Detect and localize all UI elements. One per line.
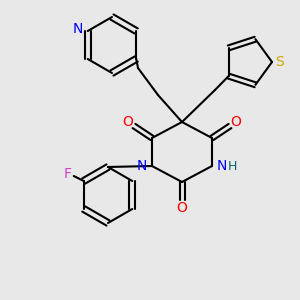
Text: F: F [64,167,72,181]
Text: S: S [274,55,284,69]
Text: H: H [228,160,237,172]
Text: O: O [231,115,242,129]
Text: O: O [177,201,188,215]
Text: N: N [72,22,83,36]
Text: N: N [136,159,147,173]
Text: N: N [217,159,227,173]
Text: O: O [123,115,134,129]
